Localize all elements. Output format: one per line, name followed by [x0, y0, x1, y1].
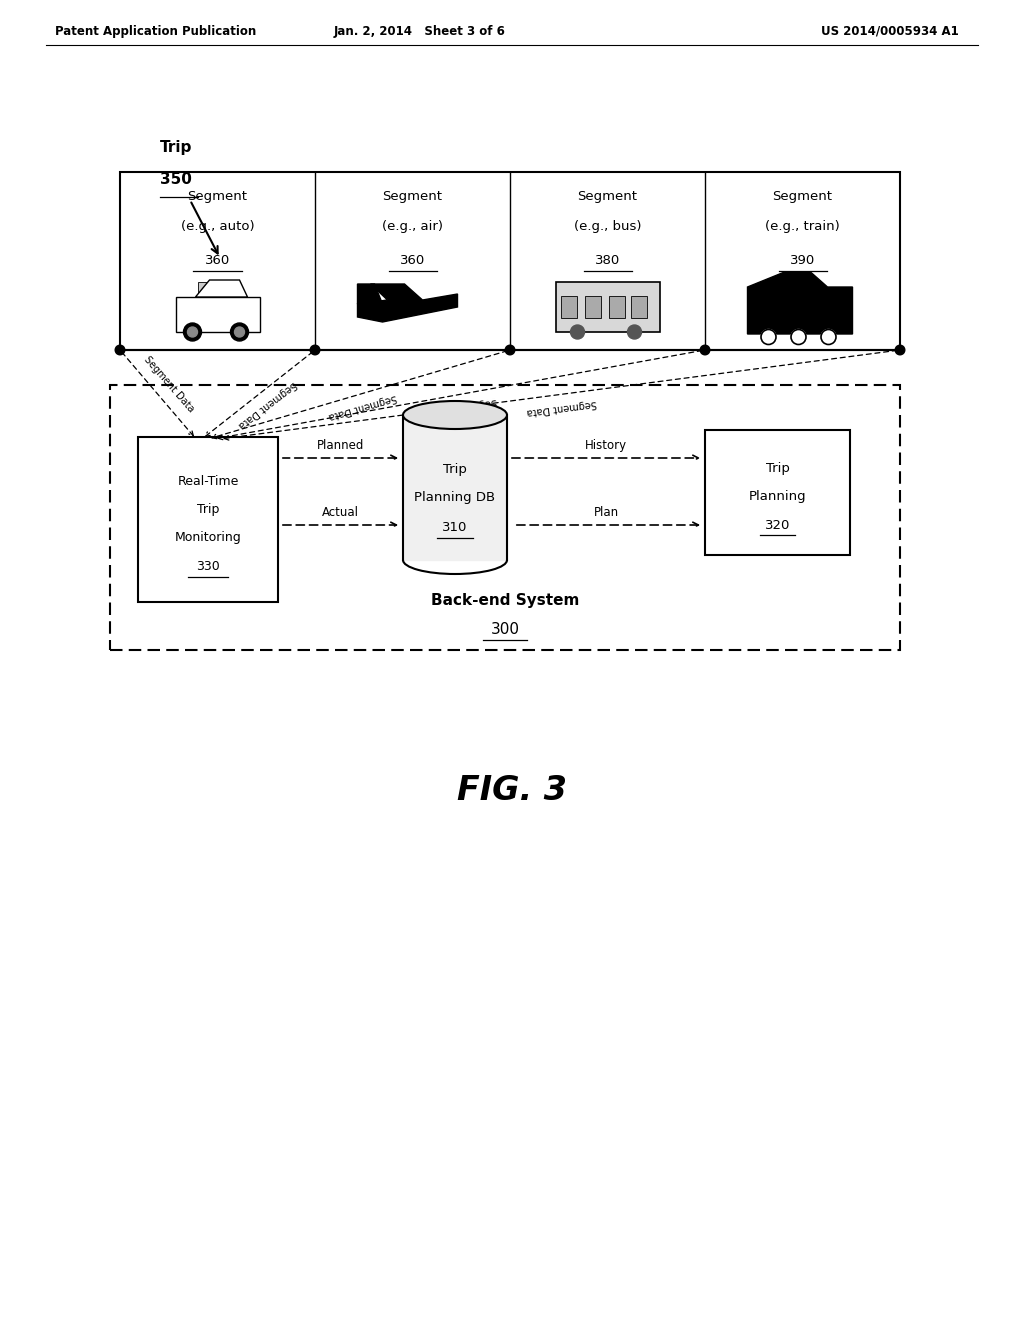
Polygon shape [748, 272, 853, 334]
Text: Segment Data: Segment Data [237, 379, 298, 430]
Circle shape [234, 327, 245, 337]
Text: Planning DB: Planning DB [415, 491, 496, 504]
Circle shape [310, 346, 319, 355]
Text: Segment: Segment [383, 190, 442, 203]
Bar [631, 296, 646, 318]
Circle shape [628, 325, 641, 339]
Circle shape [505, 346, 515, 355]
Bar [138, 437, 278, 602]
Bar [120, 172, 900, 350]
Polygon shape [196, 280, 248, 297]
Text: Segment Data: Segment Data [526, 397, 597, 417]
Bar [560, 296, 577, 318]
Text: Patent Application Publication: Patent Application Publication [55, 25, 256, 38]
Text: Segment Data: Segment Data [426, 396, 498, 418]
Text: Plan: Plan [594, 506, 618, 519]
Text: 300: 300 [490, 623, 519, 638]
Bar [403, 414, 507, 560]
Text: Planned: Planned [316, 440, 365, 451]
Text: Trip: Trip [197, 503, 219, 516]
Text: 350: 350 [160, 172, 191, 187]
Text: 380: 380 [595, 253, 621, 267]
Bar [608, 296, 625, 318]
Circle shape [187, 327, 198, 337]
Text: (e.g., air): (e.g., air) [382, 220, 443, 234]
Circle shape [791, 330, 806, 345]
Circle shape [570, 325, 585, 339]
Polygon shape [357, 284, 458, 322]
Text: Trip: Trip [443, 463, 467, 477]
Text: 390: 390 [790, 253, 815, 267]
Text: 310: 310 [442, 521, 468, 535]
Text: Jan. 2, 2014   Sheet 3 of 6: Jan. 2, 2014 Sheet 3 of 6 [334, 25, 506, 38]
Text: FIG. 3: FIG. 3 [457, 774, 567, 807]
Text: Segment: Segment [187, 190, 248, 203]
Polygon shape [357, 284, 383, 304]
Bar [175, 297, 259, 333]
Text: History: History [585, 440, 627, 451]
Circle shape [895, 346, 905, 355]
Text: Monitoring: Monitoring [175, 531, 242, 544]
Text: Real-Time: Real-Time [177, 475, 239, 488]
Text: Back-end System: Back-end System [431, 593, 580, 607]
Text: (e.g., auto): (e.g., auto) [180, 220, 254, 234]
Text: (e.g., train): (e.g., train) [765, 220, 840, 234]
Bar [705, 430, 850, 554]
Text: 360: 360 [400, 253, 425, 267]
Text: 330: 330 [197, 560, 220, 573]
Text: Segment: Segment [578, 190, 638, 203]
Ellipse shape [403, 401, 507, 429]
Text: Actual: Actual [322, 506, 359, 519]
Text: US 2014/0005934 A1: US 2014/0005934 A1 [821, 25, 958, 38]
Bar [198, 282, 210, 296]
Bar [555, 282, 659, 333]
Circle shape [183, 323, 202, 341]
Circle shape [700, 346, 710, 355]
Text: Segment: Segment [772, 190, 833, 203]
Text: Planning: Planning [749, 490, 806, 503]
Text: Trip: Trip [160, 140, 193, 154]
Text: 360: 360 [205, 253, 230, 267]
Bar [585, 296, 600, 318]
Circle shape [115, 346, 125, 355]
Text: Segment Data: Segment Data [141, 355, 196, 414]
Bar [212, 282, 239, 296]
Circle shape [761, 330, 776, 345]
Text: Trip: Trip [766, 462, 790, 475]
Bar [110, 385, 900, 649]
Circle shape [821, 330, 836, 345]
Circle shape [230, 323, 249, 341]
Text: Segment Data: Segment Data [328, 392, 398, 421]
Text: (e.g., bus): (e.g., bus) [573, 220, 641, 234]
Text: 320: 320 [765, 519, 791, 532]
